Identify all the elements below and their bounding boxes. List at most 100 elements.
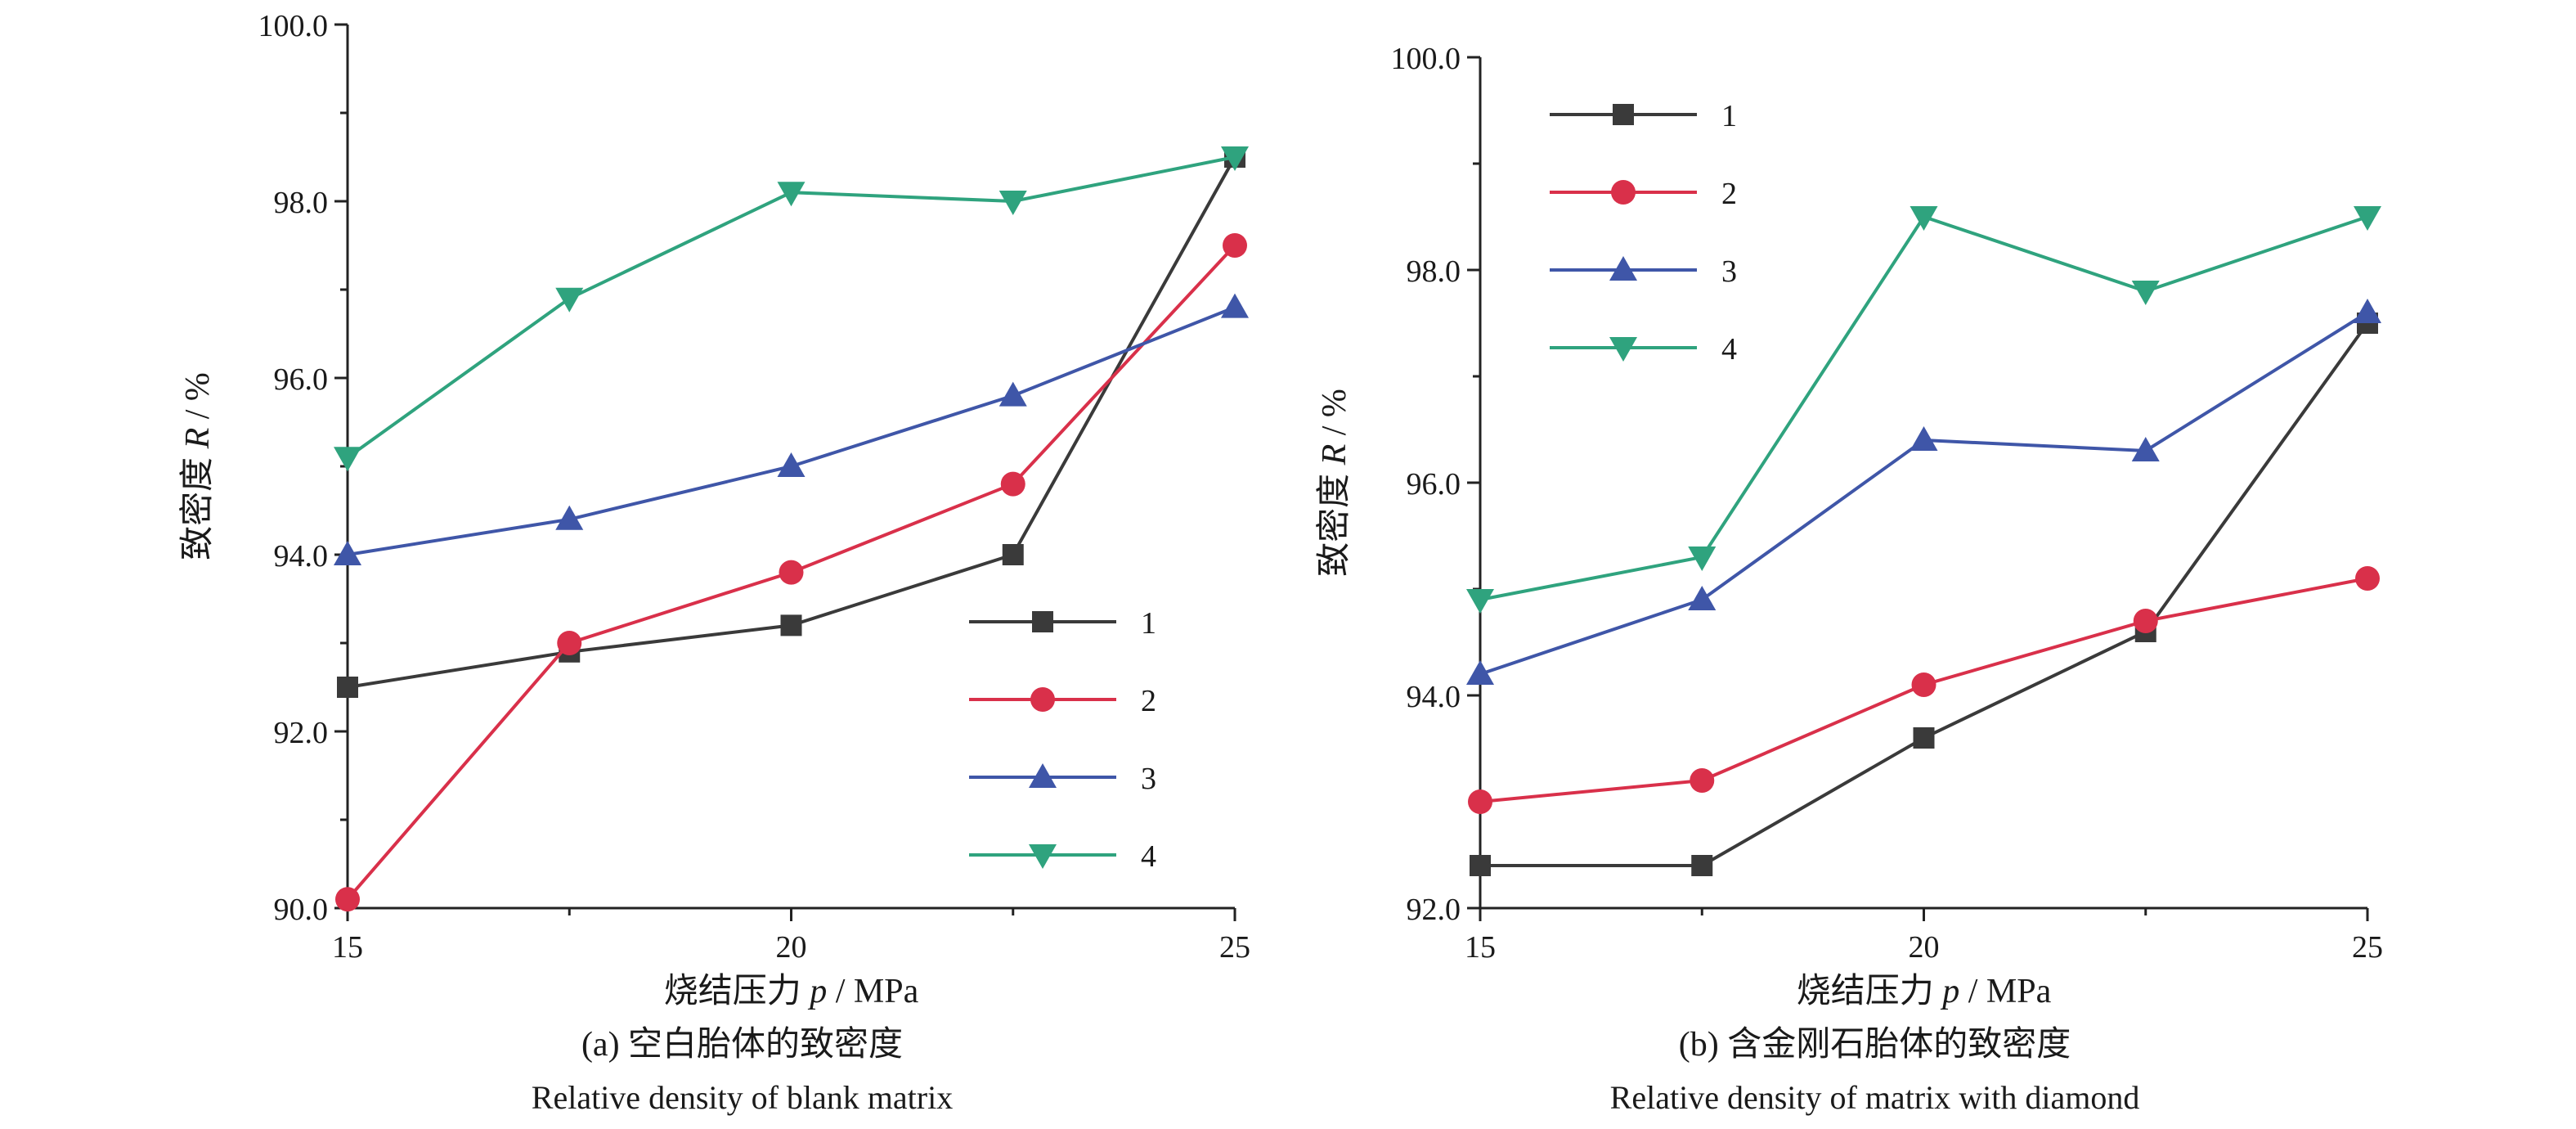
legend-marker: [1611, 180, 1636, 205]
legend-label: 4: [1721, 332, 1737, 367]
series-2-point: [1468, 789, 1492, 814]
caption-english: Relative density of matrix with diamond: [1610, 1079, 2140, 1116]
series-4-point: [1221, 146, 1249, 171]
legend-label: 2: [1721, 177, 1737, 211]
y-axis-label-prefix: 致密度: [1315, 465, 1353, 577]
y-tick-label: 94.0: [1407, 680, 1461, 714]
x-axis-label-suffix: / MPa: [827, 973, 918, 1010]
series-2-point: [557, 631, 582, 655]
y-tick-label: 100.0: [258, 9, 329, 43]
series-4-point: [777, 182, 806, 207]
series-1-point: [1691, 855, 1713, 876]
x-tick-label: 20: [776, 930, 807, 965]
series-3-point: [1221, 293, 1249, 318]
series-2-point: [335, 887, 360, 912]
y-axis-label-prefix: 致密度: [178, 448, 217, 560]
series-3-point: [1910, 426, 1938, 451]
legend-marker: [1609, 337, 1637, 362]
series-1-line: [347, 156, 1236, 689]
x-tick-label: 25: [2352, 930, 2383, 965]
legend-label: 3: [1141, 762, 1156, 796]
x-axis-label-prefix: 烧结压力: [1797, 973, 1943, 1010]
series-4: [334, 146, 1249, 472]
legend-label: 1: [1721, 99, 1737, 133]
y-axis-label: 致密度 R / %: [178, 372, 217, 560]
series-2-point: [1000, 471, 1025, 497]
y-tick-label: 96.0: [1407, 467, 1461, 502]
series-1-point: [1913, 727, 1935, 749]
series-2-point: [2133, 609, 2158, 633]
series-4-point: [999, 191, 1027, 215]
series-2: [1468, 566, 2380, 814]
series-2-point: [2355, 566, 2380, 591]
series-1-point: [1470, 855, 1491, 876]
y-tick-label: 92.0: [274, 716, 329, 750]
series-3-point: [2131, 437, 2160, 461]
series-3-point: [999, 381, 1027, 407]
x-tick-label: 20: [1909, 930, 1940, 965]
series-1: [1470, 313, 2378, 876]
legend-label: 4: [1141, 839, 1156, 874]
x-axis-label-var: p: [807, 973, 827, 1010]
series-4-point: [555, 287, 584, 313]
series-2-point: [779, 560, 804, 585]
x-axis-label-var: p: [1940, 973, 1959, 1010]
y-tick-label: 98.0: [274, 186, 329, 220]
x-axis-label-suffix: / MPa: [1959, 973, 2051, 1010]
y-tick-label: 92.0: [1407, 893, 1461, 927]
series-4-point: [1466, 589, 1494, 614]
series-4-point: [1910, 206, 1938, 231]
caption-english: Relative density of blank matrix: [532, 1079, 953, 1116]
series-4: [1466, 206, 2381, 614]
series-1-line: [1480, 322, 2369, 867]
series-2-point: [1690, 768, 1715, 793]
y-axis-label-var: R: [1316, 444, 1353, 466]
x-axis-label: 烧结压力 p / MPa: [664, 973, 919, 1010]
series-1: [337, 146, 1245, 698]
y-tick-label: 100.0: [1391, 42, 1461, 76]
y-axis-label-suffix: / %: [179, 372, 217, 428]
series-4-point: [334, 447, 361, 472]
chart-panel-a: 90.0 92.0 94.0 96.0 98.0 100.0 15 20 25 1 2 3 4 烧结压力 …: [178, 9, 1250, 1116]
caption: (a) 空白胎体的致密度: [581, 1025, 903, 1064]
series-3: [334, 293, 1249, 565]
y-tick-label: 96.0: [274, 362, 329, 397]
series-3-point: [1688, 586, 1717, 610]
x-axis-label: 烧结压力 p / MPa: [1797, 973, 2052, 1010]
series-3-point: [555, 505, 584, 530]
series-4-point: [2131, 281, 2160, 305]
series-4-point: [1688, 547, 1717, 571]
x-axis-label-prefix: 烧结压力: [664, 973, 810, 1010]
legend-marker: [1613, 104, 1634, 125]
series-2: [335, 233, 1247, 912]
legend-marker: [1029, 763, 1057, 788]
series-1-point: [1002, 544, 1024, 565]
chart-panel-b: 92.0 94.0 96.0 98.0 100.0 15 20 25 1 2 3 4 烧结压力 p / …: [1315, 42, 2383, 1116]
series-1-point: [780, 614, 802, 636]
legend-marker: [1032, 611, 1053, 632]
x-tick-label: 15: [1465, 930, 1496, 965]
x-tick-label: 15: [332, 930, 363, 965]
series-3-point: [334, 541, 361, 565]
legend-label: 1: [1141, 606, 1156, 641]
series-3-line: [1479, 311, 2369, 676]
y-tick-label: 90.0: [274, 893, 329, 927]
y-axis-label: 致密度 R / %: [1315, 389, 1353, 577]
legend-marker: [1029, 844, 1057, 869]
y-axis-label-suffix: / %: [1316, 389, 1353, 444]
legend-label: 3: [1721, 254, 1737, 289]
series-4-point: [2354, 206, 2381, 231]
series-3-point: [777, 452, 806, 477]
series-2-point: [1911, 672, 1936, 697]
series-3-line: [347, 305, 1236, 556]
y-tick-label: 94.0: [274, 539, 329, 573]
series-1-point: [337, 677, 358, 698]
legend: 1 2 3 4: [1550, 99, 1737, 367]
caption: (b) 含金刚石胎体的致密度: [1679, 1025, 2071, 1064]
series-3: [1466, 299, 2381, 685]
y-axis-label-var: R: [179, 428, 217, 450]
legend-marker: [1030, 687, 1055, 712]
series-3-point: [1466, 660, 1494, 685]
series-3-point: [2354, 299, 2381, 323]
